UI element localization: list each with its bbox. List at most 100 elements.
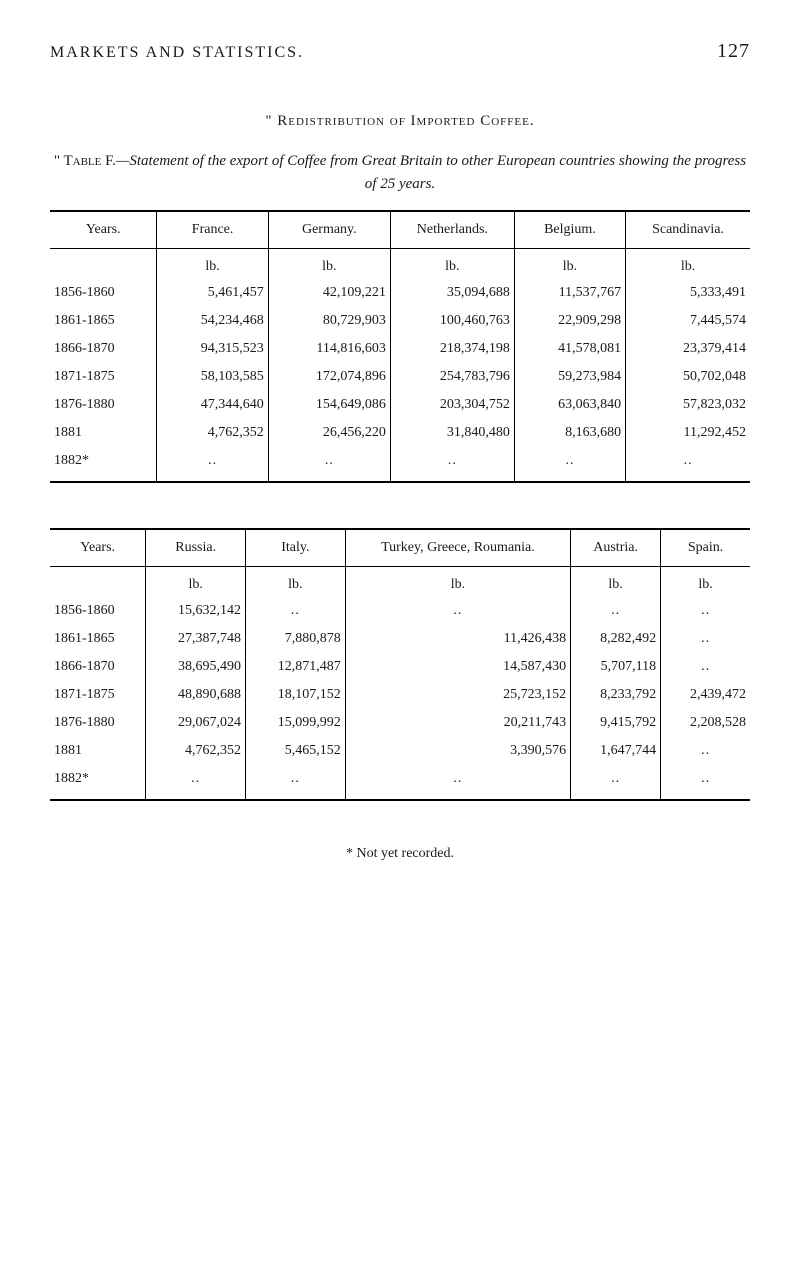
value-cell: .. [246,597,346,625]
value-cell: 94,315,523 [157,335,268,363]
value-cell: 5,465,152 [246,737,346,765]
value-cell: 50,702,048 [626,363,750,391]
table-1-col-5: Scandinavia. [626,211,750,249]
value-cell: 11,426,438 [345,625,570,653]
value-cell: .. [146,765,246,800]
value-cell: .. [661,653,750,681]
value-cell: 154,649,086 [268,391,390,419]
value-cell: 15,099,992 [246,709,346,737]
value-cell: .. [390,447,514,482]
table-row: 1856-186015,632,142........ [50,597,750,625]
table-2-col-3: Turkey, Greece, Roumania. [345,529,570,567]
year-cell: 1881 [50,737,146,765]
value-cell: 80,729,903 [268,307,390,335]
value-cell: .. [661,765,750,800]
table-1-col-0: Years. [50,211,157,249]
value-cell: .. [661,737,750,765]
value-cell: 38,695,490 [146,653,246,681]
value-cell: 41,578,081 [514,335,625,363]
table-2-col-2: Italy. [246,529,346,567]
table-row: 1861-186527,387,7487,880,87811,426,4388,… [50,625,750,653]
unit-empty [50,249,157,280]
year-cell: 1871-1875 [50,363,157,391]
unit-cell: lb. [157,249,268,280]
value-cell: 57,823,032 [626,391,750,419]
table-row: 1866-187038,695,49012,871,48714,587,4305… [50,653,750,681]
value-cell: 48,890,688 [146,681,246,709]
year-cell: 1871-1875 [50,681,146,709]
unit-cell: lb. [626,249,750,280]
value-cell: .. [626,447,750,482]
value-cell: 100,460,763 [390,307,514,335]
value-cell: 54,234,468 [157,307,268,335]
value-cell: 15,632,142 [146,597,246,625]
value-cell: 35,094,688 [390,279,514,307]
value-cell: 11,292,452 [626,419,750,447]
value-cell: 12,871,487 [246,653,346,681]
table-row: 18814,762,35226,456,22031,840,4808,163,6… [50,419,750,447]
table-2-col-4: Austria. [571,529,661,567]
table-row: 1871-187558,103,585172,074,896254,783,79… [50,363,750,391]
value-cell: .. [345,597,570,625]
value-cell: 26,456,220 [268,419,390,447]
value-cell: 58,103,585 [157,363,268,391]
value-cell: 5,461,457 [157,279,268,307]
value-cell: 3,390,576 [345,737,570,765]
table-unit-row: lb.lb.lb.lb.lb. [50,567,750,598]
value-cell: 5,707,118 [571,653,661,681]
value-cell: 8,282,492 [571,625,661,653]
value-cell: .. [571,765,661,800]
unit-cell: lb. [390,249,514,280]
page-header: MARKETS AND STATISTICS. 127 [50,40,750,63]
table-row: 1871-187548,890,68818,107,15225,723,1528… [50,681,750,709]
value-cell: 8,233,792 [571,681,661,709]
value-cell: 42,109,221 [268,279,390,307]
year-cell: 1856-1860 [50,597,146,625]
table-row: 1882*.......... [50,765,750,800]
year-cell: 1861-1865 [50,625,146,653]
year-cell: 1881 [50,419,157,447]
value-cell: 47,344,640 [157,391,268,419]
value-cell: 2,208,528 [661,709,750,737]
table-1-col-1: France. [157,211,268,249]
year-cell: 1856-1860 [50,279,157,307]
unit-cell: lb. [246,567,346,598]
value-cell: 63,063,840 [514,391,625,419]
value-cell: .. [661,625,750,653]
value-cell: 172,074,896 [268,363,390,391]
table-2-col-0: Years. [50,529,146,567]
value-cell: 31,840,480 [390,419,514,447]
value-cell: 7,445,574 [626,307,750,335]
table-2-col-5: Spain. [661,529,750,567]
page-number: 127 [717,40,750,63]
year-cell: 1876-1880 [50,391,157,419]
value-cell: 114,816,603 [268,335,390,363]
year-cell: 1861-1865 [50,307,157,335]
value-cell: 59,273,984 [514,363,625,391]
value-cell: 9,415,792 [571,709,661,737]
unit-cell: lb. [146,567,246,598]
value-cell: 14,587,430 [345,653,570,681]
unit-empty [50,567,146,598]
value-cell: 23,379,414 [626,335,750,363]
value-cell: .. [661,597,750,625]
table-2-col-1: Russia. [146,529,246,567]
value-cell: 2,439,472 [661,681,750,709]
table-caption: " Table F.—Statement of the export of Co… [50,150,750,195]
value-cell: 20,211,743 [345,709,570,737]
value-cell: .. [345,765,570,800]
unit-cell: lb. [661,567,750,598]
value-cell: 25,723,152 [345,681,570,709]
year-cell: 1866-1870 [50,653,146,681]
year-cell: 1876-1880 [50,709,146,737]
table-row: 18814,762,3525,465,1523,390,5761,647,744… [50,737,750,765]
value-cell: .. [157,447,268,482]
table-1-col-4: Belgium. [514,211,625,249]
unit-cell: lb. [268,249,390,280]
value-cell: 7,880,878 [246,625,346,653]
table-1-col-2: Germany. [268,211,390,249]
value-cell: 22,909,298 [514,307,625,335]
year-cell: 1866-1870 [50,335,157,363]
table-1: Years. France. Germany. Netherlands. Bel… [50,210,750,483]
value-cell: 203,304,752 [390,391,514,419]
